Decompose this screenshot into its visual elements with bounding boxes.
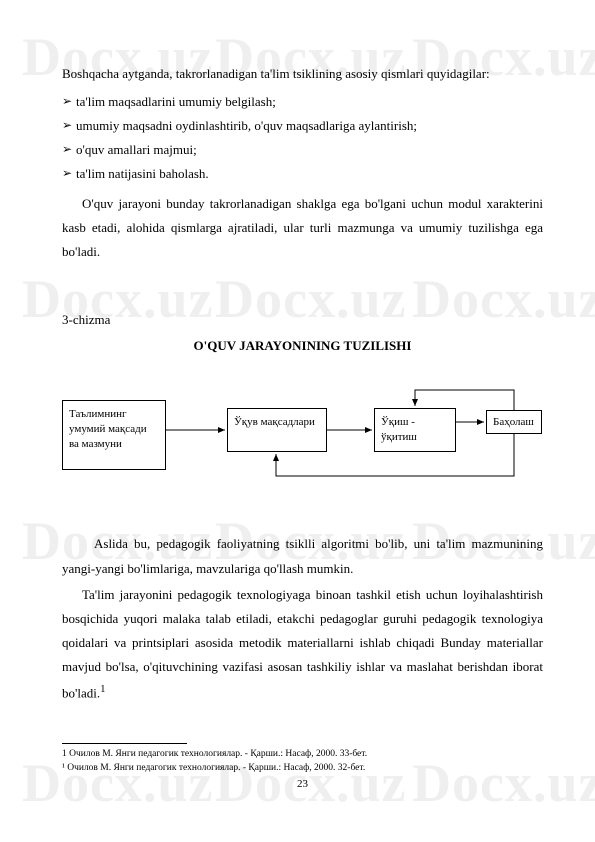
footnote: ¹ Очилов М. Янги педагогик технологиялар… — [62, 762, 543, 776]
list-item-text: umumiy maqsadni oydinlashtirib, o'quv ma… — [76, 114, 417, 138]
list-item-text: ta'lim maqsadlarini umumiy belgilash; — [76, 90, 276, 114]
list-item: ➢ ta'lim natijasini baholash. — [62, 162, 543, 186]
footnote: 1 Очилов М. Янги педагогик технологиялар… — [62, 748, 543, 762]
figure-label: 3-chizma — [62, 308, 543, 332]
footnote-separator — [62, 743, 187, 744]
chevron-icon: ➢ — [62, 114, 76, 136]
flow-diagram: Таълимнинг умумий мақсади ва мазмуни Ўқу… — [62, 376, 542, 496]
diagram-arrows — [62, 376, 542, 496]
footnote-ref: 1 — [100, 683, 105, 695]
paragraph: O'quv jarayoni bunday takrorlanadigan sh… — [62, 192, 543, 264]
page-content: Boshqacha aytganda, takrorlanadigan ta'l… — [0, 0, 595, 820]
chevron-icon: ➢ — [62, 162, 76, 184]
paragraph-text: Ta'lim jarayonini pedagogik texnologiyag… — [62, 587, 543, 701]
list-item-text: ta'lim natijasini baholash. — [76, 162, 209, 186]
list-item: ➢ umumiy maqsadni oydinlashtirib, o'quv … — [62, 114, 543, 138]
chevron-icon: ➢ — [62, 138, 76, 160]
figure-title: O'QUV JARAYONINING TUZILISHI — [62, 334, 543, 358]
chevron-icon: ➢ — [62, 90, 76, 112]
page-number: 23 — [62, 778, 543, 790]
paragraph: Boshqacha aytganda, takrorlanadigan ta'l… — [62, 62, 543, 86]
list-item: ➢ o'quv amallari majmui; — [62, 138, 543, 162]
list-item: ➢ ta'lim maqsadlarini umumiy belgilash; — [62, 90, 543, 114]
paragraph: Aslida bu, pedagogik faoliyatning tsikll… — [62, 532, 543, 580]
paragraph: Ta'lim jarayonini pedagogik texnologiyag… — [62, 583, 543, 706]
list-item-text: o'quv amallari majmui; — [76, 138, 197, 162]
bullet-list: ➢ ta'lim maqsadlarini umumiy belgilash; … — [62, 90, 543, 186]
